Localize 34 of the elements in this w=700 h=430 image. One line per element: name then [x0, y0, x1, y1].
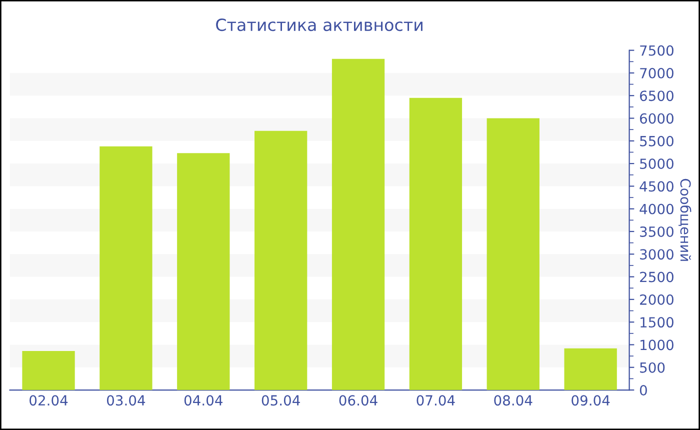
bar [332, 58, 385, 390]
y-tick-label: 6500 [640, 90, 674, 102]
bar [254, 130, 308, 390]
x-tick-label: 04.04 [184, 395, 222, 406]
y-tick-label: 3500 [640, 226, 674, 237]
y-tick-label: 7500 [640, 45, 674, 56]
x-tick-label: 05.04 [262, 395, 300, 406]
y-tick-label: 3000 [640, 249, 674, 260]
x-tick-label: 08.04 [494, 395, 532, 406]
y-tick-label: 2500 [640, 272, 674, 282]
bar [22, 351, 75, 390]
y-axis-title: Сообщений [678, 178, 692, 261]
y-tick-label: 6000 [640, 113, 674, 124]
y-tick-label: 2000 [640, 294, 674, 305]
bar [100, 146, 152, 390]
bar [486, 118, 540, 390]
y-tick-label: 0 [640, 384, 647, 396]
bar [409, 98, 462, 390]
x-tick-label: 09.04 [572, 395, 610, 406]
x-tick-label: 03.04 [106, 395, 146, 406]
x-tick-label: 07.04 [416, 395, 455, 406]
y-tick-label: 500 [640, 362, 665, 373]
y-tick-label: 4500 [640, 181, 674, 192]
chart-title: Статистика активности [216, 18, 422, 32]
y-tick-label: 4000 [640, 204, 674, 214]
x-tick-label: 06.04 [339, 395, 378, 406]
x-tick-label: 02.04 [30, 395, 68, 406]
y-tick-label: 1000 [640, 340, 674, 350]
y-tick-label: 1500 [640, 317, 674, 328]
y-tick-label: 7000 [640, 68, 674, 78]
bar [177, 153, 230, 390]
y-tick-label: 5000 [640, 158, 674, 170]
y-tick-label: 5500 [640, 136, 674, 146]
bar [564, 348, 617, 390]
